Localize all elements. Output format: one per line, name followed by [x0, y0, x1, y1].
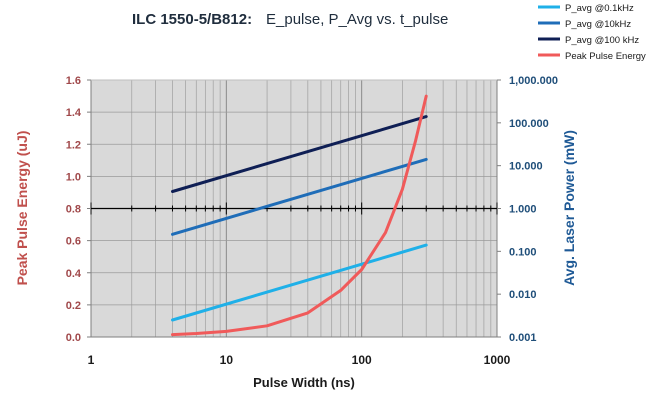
- x-tick-label: 1000: [484, 353, 511, 367]
- right-tick-label: 100.000: [509, 118, 549, 130]
- left-tick-label: 0.0: [66, 332, 81, 344]
- x-tick-label: 1: [88, 353, 95, 367]
- x-axis-label: Pulse Width (ns): [253, 375, 355, 390]
- legend-label-peak-energy: Peak Pulse Energy: [565, 51, 646, 62]
- right-tick-label: 0.010: [509, 289, 537, 301]
- right-tick-label: 1.000: [509, 204, 537, 216]
- series-line-2: [171, 115, 428, 193]
- left-tick-label: 1.2: [66, 139, 81, 151]
- right-y-axis-label: Avg. Laser Power (mW): [561, 130, 577, 286]
- legend-label-100khz: P_avg @100 kHz: [565, 35, 639, 46]
- left-y-axis-label: Peak Pulse Energy (uJ): [14, 131, 30, 286]
- left-tick-label: 1.6: [66, 75, 81, 87]
- x-tick-label: 10: [220, 353, 234, 367]
- legend: P_avg @0.1kHz P_avg @10kHz P_avg @100 kH…: [538, 3, 646, 62]
- left-tick-label: 0.6: [66, 236, 81, 248]
- left-tick-label: 1.0: [66, 171, 81, 183]
- right-tick-label: 1,000.000: [509, 75, 558, 87]
- left-tick-label: 1.4: [66, 107, 82, 119]
- legend-label-0.1khz: P_avg @0.1kHz: [565, 3, 634, 14]
- left-tick-label: 0.4: [66, 268, 82, 280]
- chart-subtitle: E_pulse, P_Avg vs. t_pulse: [266, 11, 448, 28]
- x-tick-label: 100: [352, 353, 372, 367]
- right-tick-label: 10.000: [509, 161, 543, 173]
- legend-label-10khz: P_avg @10kHz: [565, 19, 631, 30]
- series-line-1: [171, 157, 428, 236]
- series-line-0: [171, 243, 428, 322]
- right-tick-label: 0.001: [509, 332, 537, 344]
- series-line-3: [171, 94, 428, 337]
- right-tick-label: 0.100: [509, 246, 537, 258]
- left-tick-label: 0.8: [66, 204, 81, 216]
- chart-title: ILC 1550-5/B812:: [132, 11, 252, 28]
- left-tick-label: 0.2: [66, 300, 81, 312]
